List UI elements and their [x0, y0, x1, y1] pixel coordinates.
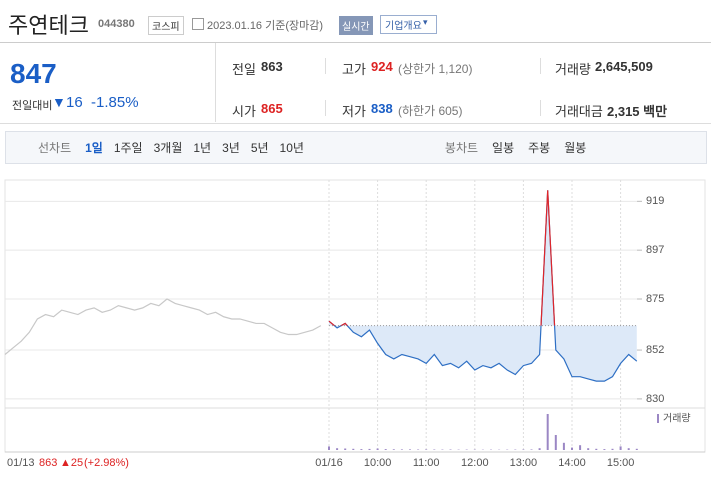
market: 코스피: [148, 16, 184, 35]
volume-bar: [336, 448, 339, 450]
item-label: 시가: [232, 104, 256, 119]
period-tab[interactable]: 1주일: [113, 141, 143, 155]
stock-code: 044380: [98, 18, 135, 30]
volume-bar: [368, 448, 371, 450]
volume-bar: [562, 442, 565, 450]
x-tick-label: 13:00: [510, 457, 538, 469]
item-label: 거래량: [555, 62, 591, 77]
item-value: 2,645,509: [595, 59, 653, 74]
item-note: (상한가 1,120): [398, 62, 473, 76]
divider: [540, 58, 541, 74]
x-tick-label: 10:00: [364, 457, 392, 469]
change-label: 전일대비: [12, 100, 53, 112]
tab-row: 선차트 1일 1주일 3개월 1년 3년 5년 10년 봉차트 일봉 주봉 월봉: [38, 139, 600, 157]
footer-rate: (+2.98%): [84, 457, 129, 469]
volume-bar: [595, 448, 598, 450]
period-tab[interactable]: 5년: [250, 141, 269, 155]
item-label: 고가: [342, 62, 366, 77]
y-tick-label: 830: [646, 393, 664, 405]
volume-bar: [611, 448, 614, 450]
volume-bar: [376, 448, 379, 450]
y-tick-label: 919: [646, 195, 664, 207]
volume-bar: [352, 448, 355, 450]
volume-legend-icon: [657, 414, 659, 423]
volume-bar: [538, 448, 541, 450]
candle-tab[interactable]: 일봉: [492, 141, 515, 155]
period-tab[interactable]: 3개월: [153, 141, 183, 155]
volume-bar: [619, 446, 622, 450]
volume-bar: [603, 449, 606, 450]
company-button[interactable]: 기업개요: [380, 15, 437, 34]
price: 847: [10, 58, 57, 89]
divider: [325, 100, 326, 116]
divider: [325, 58, 326, 74]
divider: [215, 43, 216, 122]
item-note: (하한가 605): [398, 104, 463, 118]
x-tick-label: 11:00: [413, 457, 440, 469]
volume-label: 거래량: [663, 413, 691, 425]
chart-frame: [4, 179, 706, 453]
item-label: 거래대금: [555, 104, 603, 119]
x-tick-label: 14:00: [558, 457, 586, 469]
period-tab[interactable]: 3년: [222, 141, 240, 155]
volume-bar: [554, 435, 557, 450]
volume-bar: [344, 448, 347, 450]
volume-bar: [635, 448, 638, 450]
volume-bar: [571, 447, 573, 450]
item-value: 865: [261, 101, 283, 116]
date: 2023.01.16 기준(장마감): [207, 20, 324, 32]
period-tab[interactable]: 1년: [193, 141, 212, 155]
tab-label: 봉차트: [444, 141, 479, 155]
volume-bar: [328, 446, 330, 450]
volume-bar: [546, 414, 549, 450]
volume-bar: [425, 449, 428, 450]
stock-name: 주연테크: [8, 13, 89, 38]
item-label: 저가: [342, 104, 366, 119]
dropdown-arrow: ▾: [423, 17, 428, 27]
volume-bar: [587, 448, 590, 450]
volume-bar: [400, 449, 403, 450]
volume-bar: [392, 449, 395, 450]
rate: -1.85%: [91, 94, 139, 111]
down-icon: ▼: [52, 94, 66, 110]
item-value: 924: [371, 59, 393, 74]
area: [329, 190, 637, 382]
change: 16: [66, 94, 83, 111]
candle-tab[interactable]: 월봉: [564, 141, 587, 155]
y-tick-label: 897: [646, 244, 664, 256]
tab-bar: [5, 131, 707, 164]
realtime-badge[interactable]: 실시간: [339, 16, 373, 35]
calendar-icon: [192, 18, 204, 30]
period-tab[interactable]: 1일: [85, 141, 103, 155]
x-tick-label: 01/16: [315, 457, 343, 469]
period-tab[interactable]: 10년: [279, 141, 304, 155]
footer-change: ▲25: [60, 457, 83, 469]
x-tick-label: 15:00: [607, 457, 635, 469]
x-tick-label: 12:00: [461, 457, 489, 469]
volume-bar: [409, 449, 411, 450]
x-tick-label: 01/13: [7, 457, 35, 469]
candle-tab[interactable]: 주봉: [528, 141, 551, 155]
item-value: 863: [261, 59, 283, 74]
y-tick-label: 852: [646, 344, 664, 356]
volume-bar: [530, 449, 533, 450]
item-value: 838: [371, 101, 393, 116]
item-label: 전일: [232, 62, 256, 77]
item-value: 2,315 백만: [607, 104, 668, 119]
volume-bar: [384, 449, 387, 450]
volume-bar: [579, 445, 582, 450]
footer-close: 863: [39, 457, 57, 469]
price-line: [328, 190, 638, 382]
volume-bar: [627, 448, 630, 450]
price-line: [4, 298, 322, 355]
y-tick-label: 875: [646, 293, 664, 305]
quote-box: [0, 42, 711, 124]
tab-label: 선차트: [38, 141, 72, 155]
volume-bar: [360, 449, 363, 450]
divider: [540, 100, 541, 116]
